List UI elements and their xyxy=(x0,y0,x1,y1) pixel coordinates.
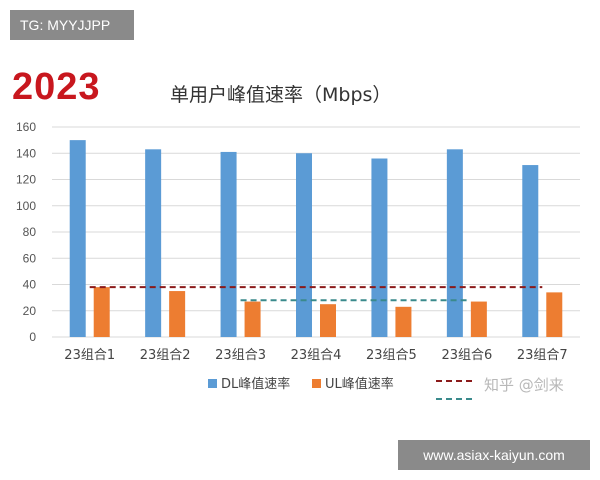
x-tick-label: 23组合1 xyxy=(64,348,115,363)
ul-bar xyxy=(546,292,563,337)
ul-bar xyxy=(320,304,336,337)
x-tick-label: 23组合2 xyxy=(140,348,191,363)
dl-bar xyxy=(371,158,388,337)
x-tick-label: 23组合7 xyxy=(517,348,568,363)
dl-bar xyxy=(446,149,463,337)
dl-bar xyxy=(522,165,539,337)
legend-swatch-ul xyxy=(312,379,321,388)
dl-bar xyxy=(220,151,237,337)
y-tick-label: 100 xyxy=(16,199,36,213)
y-tick-label: 120 xyxy=(16,173,36,187)
dl-bar xyxy=(69,140,86,337)
tg-badge: TG: MYYJJPP xyxy=(10,10,134,40)
x-tick-label: 23组合6 xyxy=(441,348,492,363)
x-tick-label: 23组合5 xyxy=(366,348,417,363)
ul-bar xyxy=(93,287,110,337)
y-tick-label: 0 xyxy=(29,330,36,344)
chart-title: 单用户峰值速率（Mbps） xyxy=(170,84,392,106)
watermark: 知乎 @剑来 xyxy=(484,376,564,394)
year-label: 2023 xyxy=(12,66,101,108)
y-tick-label: 20 xyxy=(23,304,37,318)
dl-bar xyxy=(296,153,312,337)
ul-bar xyxy=(244,301,261,337)
ul-bar xyxy=(470,301,487,337)
site-badge: www.asiax-kaiyun.com xyxy=(398,440,590,470)
y-tick-label: 160 xyxy=(16,120,36,134)
y-tick-label: 140 xyxy=(16,146,36,160)
dl-bar xyxy=(145,149,162,337)
ul-bar xyxy=(169,291,186,337)
x-tick-label: 23组合4 xyxy=(291,348,342,363)
y-tick-label: 60 xyxy=(23,251,37,265)
ul-bar xyxy=(395,306,412,337)
legend-swatch-dl xyxy=(208,379,217,388)
y-tick-label: 40 xyxy=(23,278,37,292)
y-tick-label: 80 xyxy=(23,225,37,239)
x-tick-label: 23组合3 xyxy=(215,348,266,363)
legend-label-ul: UL峰值速率 xyxy=(325,376,394,392)
legend-label-dl: DL峰值速率 xyxy=(221,376,290,392)
